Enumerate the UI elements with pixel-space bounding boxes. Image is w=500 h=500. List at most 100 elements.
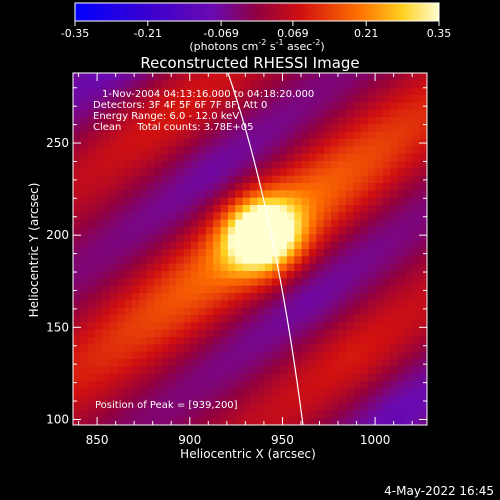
heatmap-cell xyxy=(220,124,229,133)
heatmap-cell xyxy=(139,197,148,206)
heatmap-cell xyxy=(73,417,81,425)
heatmap-cell xyxy=(375,322,384,331)
heatmap-cell xyxy=(331,256,339,265)
heatmap-cell xyxy=(117,249,126,257)
heatmap-cell xyxy=(124,146,133,155)
heatmap-cell xyxy=(279,183,288,191)
heatmap-cell xyxy=(360,234,369,243)
heatmap-cell xyxy=(390,366,398,375)
heatmap-cell xyxy=(124,117,133,125)
heatmap-cell xyxy=(176,205,185,213)
heatmap-cell xyxy=(316,219,325,228)
heatmap-cell xyxy=(154,102,162,111)
heatmap-cell xyxy=(279,73,288,81)
heatmap-cell xyxy=(368,73,376,81)
heatmap-cell xyxy=(257,109,266,118)
heatmap-cell xyxy=(309,175,317,184)
heatmap-cell xyxy=(213,403,221,411)
heatmap-cell xyxy=(286,271,295,279)
heatmap-cell xyxy=(309,183,317,191)
heatmap-cell xyxy=(242,95,251,103)
heatmap-cell xyxy=(242,146,251,155)
heatmap-cell xyxy=(272,80,280,89)
heatmap-cell xyxy=(397,197,406,206)
heatmap-cell xyxy=(154,381,162,389)
heatmap-cell xyxy=(272,183,280,191)
heatmap-cell xyxy=(279,139,288,147)
heatmap-cell xyxy=(191,197,199,206)
heatmap-cell xyxy=(183,234,192,243)
heatmap-cell xyxy=(109,109,118,118)
heatmap-cell xyxy=(257,212,266,221)
heatmap-cell xyxy=(154,249,162,257)
heatmap-cell xyxy=(183,271,192,279)
heatmap-cell xyxy=(309,190,317,199)
heatmap-cell xyxy=(132,175,140,184)
heatmap-cell xyxy=(117,410,126,419)
heatmap-cell xyxy=(80,161,89,169)
heatmap-cell xyxy=(109,359,118,367)
heatmap-cell xyxy=(73,190,81,199)
heatmap-cell xyxy=(109,146,118,155)
heatmap-cell xyxy=(117,161,126,169)
heatmap-cell xyxy=(338,344,347,353)
heatmap-cell xyxy=(132,131,140,140)
heatmap-cell xyxy=(404,124,413,133)
heatmap-cell xyxy=(419,249,427,257)
heatmap-cell xyxy=(404,219,413,228)
heatmap-cell xyxy=(227,344,236,353)
heatmap-cell xyxy=(323,175,332,184)
heatmap-cell xyxy=(338,381,347,389)
heatmap-cell xyxy=(154,256,162,265)
heatmap-cell xyxy=(168,117,177,125)
heatmap-cell xyxy=(227,168,236,177)
heatmap-cell xyxy=(331,131,339,140)
heatmap-cell xyxy=(205,322,214,331)
heatmap-cell xyxy=(390,205,398,213)
heatmap-cell xyxy=(95,315,103,323)
heatmap-cell xyxy=(316,285,325,294)
heatmap-cell xyxy=(235,322,244,331)
heatmap-cell xyxy=(146,153,155,162)
heatmap-cell xyxy=(198,197,207,206)
heatmap-cell xyxy=(242,197,251,206)
heatmap-cell xyxy=(279,168,288,177)
heatmap-cell xyxy=(139,212,148,221)
heatmap-cell xyxy=(301,403,310,411)
heatmap-cell xyxy=(360,197,369,206)
heatmap-cell xyxy=(235,395,244,404)
heatmap-cell xyxy=(176,351,185,360)
heatmap-cell xyxy=(168,131,177,140)
heatmap-cell xyxy=(109,410,118,419)
heatmap-cell xyxy=(146,131,155,140)
heatmap-cell xyxy=(213,351,221,360)
heatmap-cell xyxy=(390,271,398,279)
heatmap-cell xyxy=(404,300,413,309)
heatmap-cell xyxy=(124,227,133,235)
heatmap-cell xyxy=(117,175,126,184)
heatmap-cell xyxy=(109,366,118,375)
heatmap-cell xyxy=(360,417,369,425)
heatmap-cell xyxy=(191,102,199,111)
heatmap-cell xyxy=(390,161,398,169)
heatmap-cell xyxy=(95,87,103,96)
heatmap-cell xyxy=(213,183,221,191)
heatmap-cell xyxy=(323,146,332,155)
heatmap-cell xyxy=(360,190,369,199)
heatmap-cell xyxy=(183,153,192,162)
heatmap-cell xyxy=(132,249,140,257)
heatmap-cell xyxy=(227,175,236,184)
heatmap-cell xyxy=(176,263,185,272)
heatmap-cell xyxy=(132,227,140,235)
heatmap-cell xyxy=(353,373,362,382)
heatmap-cell xyxy=(95,241,103,250)
heatmap-cell xyxy=(176,190,185,199)
heatmap-cell xyxy=(375,359,384,367)
heatmap-cell xyxy=(95,190,103,199)
heatmap-cell xyxy=(331,249,339,257)
heatmap-cell xyxy=(331,168,339,177)
heatmap-cell xyxy=(80,417,89,425)
heatmap-cell xyxy=(294,234,303,243)
heatmap-cell xyxy=(301,373,310,382)
